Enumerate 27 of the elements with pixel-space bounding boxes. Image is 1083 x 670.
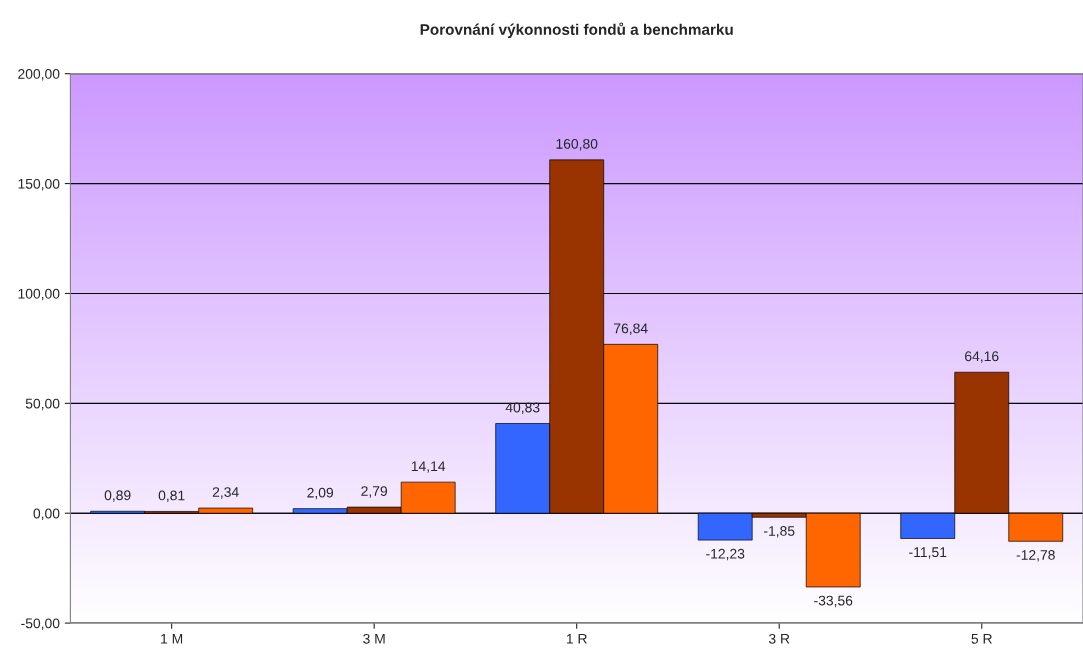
data-label: 14,14: [411, 461, 446, 473]
x-tick-label: 1 M: [161, 634, 183, 644]
chart-title: Porovnání výkonnosti fondů a benchmarku: [420, 22, 733, 38]
data-label: 0,89: [104, 490, 131, 502]
data-label: 40,83: [505, 402, 540, 415]
x-tick-label: 3 M: [363, 633, 385, 644]
y-tick-label: 100,00: [18, 288, 60, 301]
data-label: -12,78: [1016, 550, 1055, 562]
data-label: -1,85: [764, 525, 795, 538]
data-label: 2,34: [212, 487, 239, 499]
data-label: 64,16: [965, 351, 999, 363]
data-label: 160,80: [556, 138, 598, 151]
data-label: 0,81: [158, 490, 185, 502]
x-tick-label: 1 R: [566, 634, 587, 644]
data-label: -33,56: [814, 595, 853, 608]
data-label: 76,84: [614, 323, 648, 335]
data-label: -11,51: [909, 547, 947, 559]
x-tick-label: 3 R: [768, 633, 790, 644]
y-tick-label: -50,00: [21, 618, 60, 630]
y-tick-label: 0,00: [33, 508, 60, 521]
data-label: 2,09: [307, 487, 334, 500]
data-label: -12,23: [706, 548, 745, 561]
data-label: 2,79: [361, 486, 388, 498]
y-tick-label: 150,00: [18, 178, 60, 191]
x-tick-label: 5 R: [971, 634, 992, 644]
y-tick-label: 200,00: [18, 69, 60, 81]
y-tick-label: 50,00: [25, 398, 60, 411]
